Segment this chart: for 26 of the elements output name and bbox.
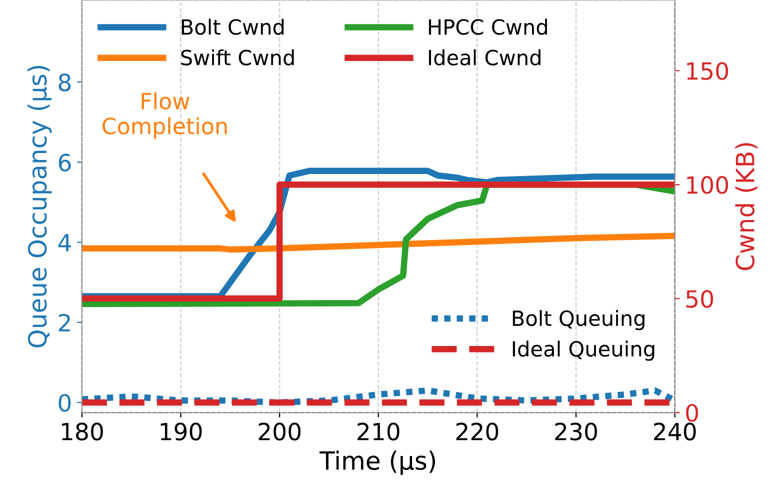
- x-tick-label: 220: [456, 422, 498, 441]
- x-tick-label: 210: [358, 422, 400, 441]
- x-tick-label: 240: [654, 422, 696, 441]
- y2-tick-label: 100: [687, 176, 728, 194]
- y-tick-label: 4: [58, 234, 71, 252]
- y-tick-label: 0: [58, 394, 71, 412]
- y2-tick-label: 50: [686, 290, 714, 308]
- y2-axis-title: Cwnd (KB): [735, 143, 758, 270]
- legend-label: HPCC Cwnd: [428, 18, 547, 35]
- x-tick-label: 190: [160, 422, 202, 441]
- legend-label: Ideal Cwnd: [428, 49, 540, 66]
- x-tick-label: 200: [258, 422, 301, 441]
- y-axis-title: Queue Occupancy (μs): [27, 66, 52, 348]
- y2-tick-label: 0: [686, 404, 698, 422]
- legend-label: Swift Cwnd: [181, 49, 294, 66]
- legend-label: Bolt Queuing: [512, 310, 644, 330]
- x-axis-title: Time (μs): [320, 450, 436, 475]
- y2-tick-label: 150: [687, 62, 728, 80]
- y-tick-label: 8: [58, 74, 71, 92]
- y-tick-label: 2: [58, 314, 70, 332]
- y-tick-label: 6: [58, 154, 71, 172]
- annotation: Flow Completion: [102, 92, 227, 139]
- x-tick-label: 230: [555, 422, 597, 441]
- x-tick-label: 180: [62, 422, 103, 441]
- legend-label: Bolt Cwnd: [182, 18, 284, 35]
- legend-label: Ideal Queuing: [512, 340, 654, 361]
